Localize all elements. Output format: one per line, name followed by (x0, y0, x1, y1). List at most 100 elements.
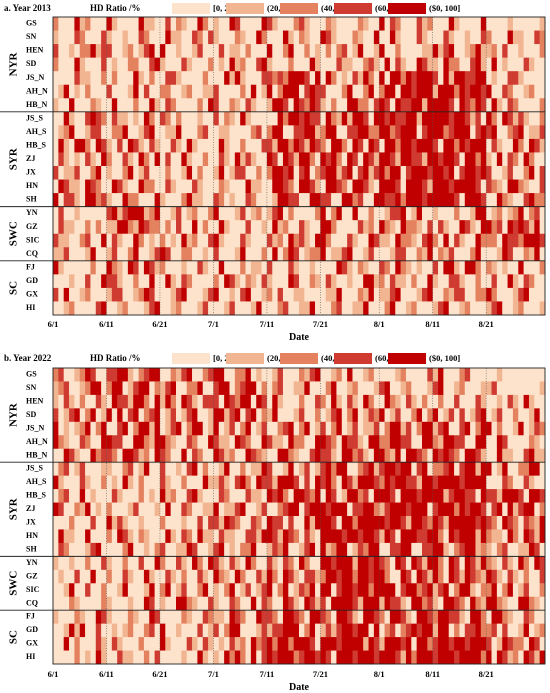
heatmap-cell (165, 408, 171, 423)
heatmap-cell (480, 475, 487, 490)
heatmap-cell (85, 623, 91, 638)
heatmap-cell (122, 125, 129, 140)
heatmap-cell (309, 394, 316, 409)
heatmap-cell (379, 381, 385, 396)
heatmap-cell (320, 111, 327, 126)
heatmap-cell (159, 502, 166, 517)
heatmap-cell (395, 17, 401, 31)
heatmap-cell (384, 610, 391, 624)
heatmap-cell (282, 435, 289, 450)
heatmap-cell (347, 166, 353, 180)
heatmap-cell (213, 233, 220, 248)
heatmap-cell (208, 233, 214, 248)
heatmap-cell (208, 193, 214, 207)
heatmap-cell (53, 542, 59, 557)
heatmap-cell (282, 381, 289, 396)
heatmap-cell (486, 368, 492, 382)
heatmap-cell (320, 57, 327, 72)
heatmap-cell (432, 233, 439, 248)
heatmap-cell (534, 220, 540, 235)
heatmap-cell (336, 421, 343, 436)
heatmap-cell (245, 111, 252, 126)
heatmap-cell (293, 179, 300, 194)
heatmap-cell (117, 193, 123, 207)
heatmap-cell (234, 193, 241, 207)
heatmap-cell (197, 448, 204, 463)
heatmap-cell (357, 610, 364, 624)
heatmap-cell (373, 98, 380, 113)
heatmap-cell (282, 516, 289, 530)
heatmap-cell (331, 502, 337, 517)
heatmap-cell (208, 44, 214, 58)
heatmap-cell (363, 287, 369, 302)
heatmap-cell (427, 448, 434, 463)
heatmap-cell (224, 610, 230, 624)
heatmap-cell (507, 274, 514, 289)
heatmap-cell (293, 193, 300, 207)
heatmap-cell (400, 650, 407, 665)
heatmap-cell (341, 287, 348, 302)
heatmap-cell (106, 569, 113, 584)
heatmap-cell (523, 381, 530, 396)
heatmap-cell (395, 650, 401, 665)
heatmap-cell (315, 152, 321, 167)
legend-label: ($0, 100] (429, 353, 460, 363)
heatmap-cell (53, 166, 59, 180)
heatmap-cell (389, 111, 396, 126)
heatmap-cell (186, 596, 193, 611)
heatmap-cell (491, 462, 498, 476)
heatmap-cell (470, 233, 476, 248)
heatmap-cell (170, 193, 177, 207)
heatmap-cell (245, 475, 252, 490)
heatmap-cell (159, 233, 166, 248)
heatmap-cell (170, 650, 177, 665)
heatmap-cell (272, 152, 278, 167)
heatmap-cell (138, 111, 145, 126)
heatmap-cell (427, 57, 434, 72)
heatmap-cell (117, 125, 123, 140)
heatmap-cell (491, 220, 498, 235)
heatmap-cell (234, 569, 241, 584)
heatmap-cell (384, 138, 391, 153)
heatmap-cell (400, 583, 407, 598)
heatmap-cell (325, 542, 332, 557)
heatmap-cell (389, 301, 396, 316)
heatmap-cell (111, 125, 118, 140)
heatmap-cell (507, 368, 514, 382)
heatmap-cell (149, 610, 155, 624)
heatmap-cell (486, 381, 492, 396)
heatmap-cell (138, 260, 145, 275)
heatmap-cell (422, 30, 428, 45)
heatmap-cell (95, 166, 102, 180)
heatmap-cell (512, 475, 519, 490)
heatmap-cell (379, 475, 385, 490)
heatmap-cell (325, 516, 332, 530)
heatmap-cell (534, 193, 540, 207)
heatmap-cell (347, 596, 353, 611)
heatmap-cell (69, 166, 75, 180)
heatmap-cell (309, 152, 316, 167)
heatmap-cell (117, 489, 123, 503)
heatmap-cell (331, 529, 337, 544)
heatmap-cell (534, 152, 540, 167)
heatmap-cell (250, 138, 257, 153)
heatmap-cell (363, 381, 369, 396)
heatmap-cell (202, 193, 209, 207)
heatmap-cell (491, 84, 498, 99)
heatmap-cell (261, 287, 268, 302)
heatmap-cell (181, 408, 188, 423)
heatmap-cell (143, 206, 150, 221)
heatmap-cell (85, 287, 91, 302)
heatmap-cell (53, 260, 59, 275)
heatmap-cell (197, 529, 204, 544)
heatmap-cell (181, 610, 188, 624)
heatmap-cell (363, 462, 369, 476)
heatmap-cell (315, 368, 321, 382)
heatmap-cell (85, 84, 91, 99)
heatmap-cell (352, 138, 359, 153)
heatmap-cell (143, 166, 150, 180)
heatmap-cell (143, 193, 150, 207)
heatmap-cell (502, 287, 508, 302)
heatmap-cell (422, 152, 428, 167)
heatmap-cell (111, 381, 118, 396)
